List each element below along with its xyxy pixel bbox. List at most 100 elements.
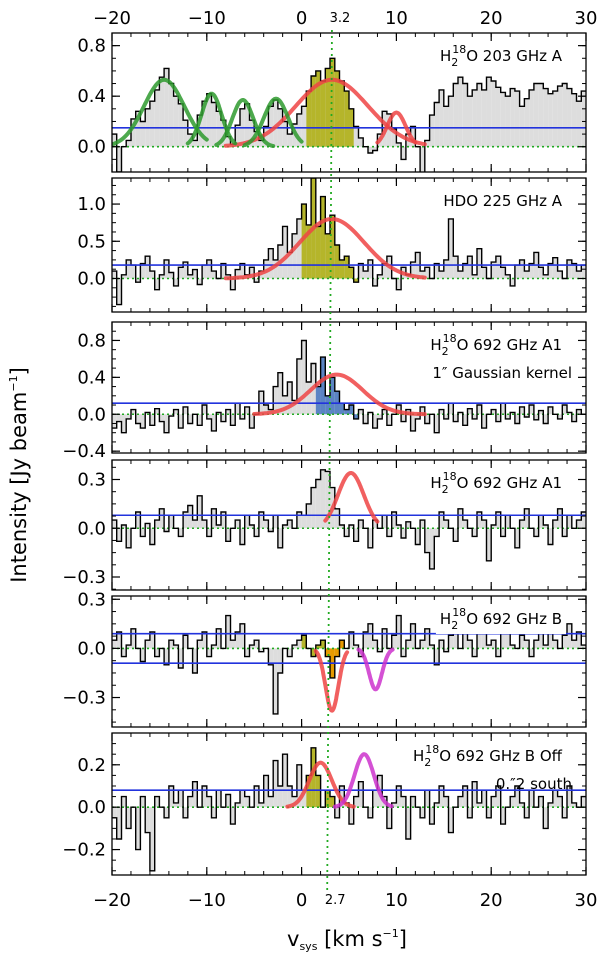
- spectrum-fill-bin: [500, 528, 506, 537]
- spectrum-fill-bin: [239, 263, 245, 279]
- spectrum-fill-bin: [486, 77, 492, 147]
- spectrum-fill-bin: [358, 520, 364, 529]
- spectrum-fill-bin: [481, 89, 487, 147]
- integration-fill-bin: [339, 259, 345, 279]
- spectrum-fill-bin: [154, 408, 160, 415]
- spectrum-fill-bin: [154, 278, 160, 290]
- integration-fill-bin: [325, 233, 331, 279]
- y-tick-label: −0.3: [62, 567, 106, 588]
- spectrum-fill-bin: [439, 512, 444, 529]
- reference-label-bottom: 2.7: [325, 893, 346, 908]
- spectrum-fill-bin: [581, 512, 586, 529]
- spectrum-fill-bin: [467, 256, 473, 279]
- spectrum-fill-bin: [206, 259, 212, 279]
- spectrum-fill-bin: [562, 635, 568, 649]
- spectrum-fill-bin: [249, 267, 255, 279]
- spectrum-fill-bin: [263, 775, 269, 808]
- spectrum-fill-bin: [292, 400, 297, 415]
- panel-title-text: H218O 692 GHz A1: [430, 470, 562, 496]
- spectrum-fill-bin: [486, 645, 492, 649]
- spectrum-fill-bin: [140, 528, 146, 537]
- spectrum-fill-bin: [567, 785, 572, 808]
- spectrum-fill-bin: [192, 269, 198, 279]
- spectrum-fill-bin: [211, 645, 217, 649]
- spectrum-fill-bin: [258, 512, 264, 529]
- spectrum-fill-bin: [121, 274, 127, 279]
- spectrum-fill-bin: [173, 802, 179, 808]
- spectrum-fill-bin: [500, 92, 506, 147]
- spectrum-fill-bin: [567, 259, 572, 279]
- spectrum-fill-bin: [576, 632, 582, 649]
- spectrum-fill-bin: [405, 640, 411, 649]
- spectrum-fill-bin: [420, 271, 425, 279]
- spectrum-fill-bin: [178, 790, 184, 808]
- spectrum-fill-bin: [410, 623, 416, 649]
- spectrum-fill-bin: [168, 785, 174, 808]
- spectrum-fill-bin: [439, 89, 444, 147]
- spectrum-fill-bin: [282, 395, 288, 415]
- spectrum-fill-bin: [154, 520, 160, 529]
- integration-fill-bin: [311, 648, 316, 657]
- spectrum-fill-bin: [434, 648, 440, 665]
- spectrum-fill-bin: [296, 218, 302, 279]
- spectrum-fill-bin: [263, 126, 269, 147]
- spectrum-fill-bin: [462, 83, 468, 147]
- spectrum-fill-bin: [529, 790, 534, 808]
- spectrum-fill-bin: [386, 113, 392, 147]
- spectrum-fill-bin: [458, 508, 463, 529]
- spectrum-fill-bin: [126, 259, 131, 279]
- spectrum-fill-bin: [292, 645, 297, 649]
- spectrum-fill-bin: [306, 381, 312, 415]
- spectrum-fill-bin: [538, 83, 544, 147]
- x-tick-label-bottom: 30: [575, 890, 598, 911]
- gaussian-fit-curve: [332, 752, 394, 809]
- spectrum-fill-bin: [301, 790, 307, 808]
- spectrum-fill-bin: [249, 414, 255, 429]
- spectrum-fill-bin: [448, 96, 454, 147]
- spectrum-fill-bin: [372, 520, 378, 529]
- spectrum-fill-bin: [164, 414, 169, 433]
- panel-frame: [111, 32, 587, 173]
- spectrum-fill-bin: [533, 640, 539, 649]
- spectrum-fill-bin: [149, 101, 155, 147]
- y-tick-label: 0.3: [77, 470, 106, 491]
- panel-plot-area: [112, 339, 586, 434]
- spectrum-fill-bin: [130, 628, 136, 649]
- spectrum-fill-bin: [282, 525, 288, 529]
- spectrum-fill-bin: [491, 796, 496, 808]
- spectrum-fill-bin: [576, 409, 582, 415]
- spectrum-fill-bin: [538, 267, 544, 279]
- spectrum-fill-bin: [116, 807, 122, 839]
- spectrum-fill-bin: [491, 262, 496, 279]
- gaussian-fit-curve: [112, 77, 209, 147]
- spectrum-fill-bin: [168, 515, 174, 529]
- spectrum-fill-bin: [548, 263, 553, 279]
- spectrum-fill-bin: [538, 410, 544, 415]
- spectrum-fill-bin: [116, 632, 122, 649]
- panel-title-background: [439, 190, 567, 212]
- spectrum-fill-bin: [453, 414, 459, 422]
- panel-frame: [111, 177, 587, 313]
- integration-fill-bin: [320, 81, 326, 147]
- spectrum-fill-bin: [202, 265, 207, 279]
- spectrum-fill-bin: [159, 508, 165, 529]
- y-tick-label: 0.0: [77, 638, 106, 659]
- spectrum-fill-bin: [420, 520, 425, 529]
- spectrum-fill-bin: [524, 414, 530, 418]
- spectrum-fill-bin: [230, 807, 236, 825]
- spectrum-fill-bin: [434, 528, 440, 537]
- spectrum-fill-bin: [225, 528, 231, 542]
- y-tick-label: 0.0: [77, 404, 106, 425]
- panel-title: H218O 692 GHz A1: [426, 468, 566, 498]
- integration-fill-bin: [349, 267, 354, 279]
- spectrum-fill-bin: [277, 528, 283, 548]
- integration-fill-bin: [306, 91, 312, 147]
- integration-fill-bin: [330, 377, 335, 415]
- spectrum-fill-bin: [126, 645, 131, 649]
- spectrum-fill-bin: [206, 93, 212, 147]
- spectrum-fill-bin: [500, 267, 506, 279]
- gaussian-fit-curve: [214, 98, 276, 148]
- spectrum-fill-bin: [164, 807, 169, 818]
- spectrum-fill-bin: [197, 640, 203, 649]
- panel-plot-area: [112, 747, 586, 872]
